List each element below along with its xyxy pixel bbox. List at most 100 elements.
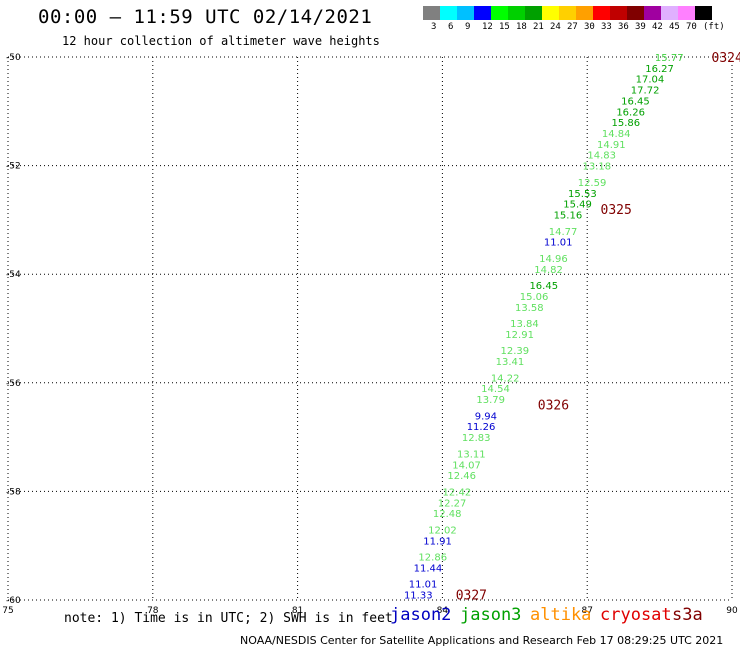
legend-swatch: 9 — [457, 6, 474, 32]
wave-height-label: 15.77 — [655, 53, 684, 64]
legend-label: 36 — [618, 22, 629, 32]
wave-height-label: 12.46 — [447, 471, 476, 482]
lon-tick-label: 84 — [437, 606, 449, 616]
wave-height-label: 12.59 — [578, 178, 607, 189]
wave-height-label: 13.11 — [457, 449, 486, 460]
wave-height-label: 15.16 — [554, 210, 583, 221]
legend-swatch: 45 — [661, 6, 680, 32]
legend-label: 39 — [635, 22, 646, 32]
wave-height-label: 17.04 — [636, 75, 665, 86]
legend-swatch: 24 — [542, 6, 561, 32]
wave-height-label: 16.27 — [645, 64, 674, 75]
legend-label: 18 — [516, 22, 527, 32]
lat-tick-label: -54 — [6, 270, 21, 280]
lat-tick-label: -56 — [6, 379, 21, 389]
satellite-name: cryosat — [600, 605, 672, 625]
wave-height-label: 16.45 — [621, 96, 650, 107]
wave-height-label: 17.72 — [631, 86, 660, 97]
time-label: 0326 — [538, 399, 569, 414]
lat-tick-label: -58 — [6, 487, 21, 497]
legend-swatch: 33 — [593, 6, 612, 32]
wave-height-label: 15.06 — [520, 292, 549, 303]
wave-height-label: 12.86 — [418, 553, 447, 564]
wave-height-label: 12.48 — [433, 509, 462, 520]
legend-label: 42 — [652, 22, 663, 32]
legend-swatch: 39 — [627, 6, 646, 32]
lon-tick-label: 90 — [726, 606, 738, 616]
wave-height-label: 14.84 — [602, 129, 631, 140]
credit-line: NOAA/NESDIS Center for Satellite Applica… — [240, 634, 724, 647]
wave-height-label: 13.41 — [496, 357, 525, 368]
time-label: 0327 — [456, 589, 487, 604]
footer-note: note: 1) Time is in UTC; 2) SWH is in fe… — [64, 611, 393, 626]
satellite-name: jason3 — [460, 605, 522, 625]
page-title: 00:00 – 11:59 UTC 02/14/2021 — [38, 6, 373, 28]
wave-height-label: 14.91 — [597, 140, 626, 151]
wave-height-label: 11.01 — [544, 238, 573, 249]
legend-swatch: 30 — [576, 6, 595, 32]
legend-swatch: 15 — [491, 6, 510, 32]
wave-height-label: 15.86 — [611, 118, 640, 129]
legend-label: 12 — [482, 22, 493, 32]
wave-height-label: 12.27 — [438, 498, 467, 509]
lon-tick-label: 87 — [581, 606, 592, 616]
wave-height-label: 12.39 — [500, 346, 529, 357]
wave-height-label: 16.26 — [616, 107, 645, 118]
wave-height-label: 11.01 — [409, 580, 438, 591]
legend-swatch: 42 — [644, 6, 663, 32]
wave-height-label: 14.22 — [491, 373, 520, 384]
legend-label: (ft) — [703, 22, 725, 32]
lat-tick-label: -50 — [6, 53, 21, 63]
time-label: 0324 — [712, 51, 740, 66]
wave-height-label: 13.58 — [515, 303, 544, 314]
wave-height-label: 14.77 — [549, 227, 578, 238]
legend-label: 21 — [533, 22, 544, 32]
lon-tick-label: 78 — [147, 606, 159, 616]
legend-label: 3 — [431, 22, 437, 32]
satellite-name: jason2 — [390, 605, 452, 625]
wave-height-label: 16.45 — [529, 281, 558, 292]
legend-swatch: 70 — [678, 6, 697, 32]
legend-swatch: 27 — [559, 6, 578, 32]
legend-label: 15 — [499, 22, 510, 32]
satellite-name: altika — [530, 605, 592, 625]
legend-swatch: (ft) — [695, 6, 725, 32]
legend-swatch: 18 — [508, 6, 527, 32]
wave-height-label: 13.79 — [476, 395, 505, 406]
wave-height-label: 12.83 — [462, 433, 491, 444]
legend-swatch: 6 — [440, 6, 457, 32]
legend-label: 45 — [669, 22, 680, 32]
wave-height-label: 12.91 — [505, 330, 534, 341]
wave-height-label: 11.91 — [423, 536, 452, 547]
legend-swatch: 36 — [610, 6, 629, 32]
lon-tick-label: 75 — [2, 606, 13, 616]
lat-tick-label: -52 — [6, 162, 21, 172]
legend-swatch: 3 — [423, 6, 440, 32]
lon-tick-label: 81 — [292, 606, 303, 616]
wave-height-label: 12.42 — [443, 487, 472, 498]
wave-height-label: 9.94 — [475, 411, 497, 422]
legend-label: 70 — [686, 22, 697, 32]
legend-label: 33 — [601, 22, 612, 32]
legend-label: 27 — [567, 22, 578, 32]
wave-height-label: 11.33 — [404, 591, 433, 602]
lat-tick-label: -60 — [6, 596, 21, 606]
legend-swatch: 12 — [474, 6, 493, 32]
legend-label: 6 — [448, 22, 454, 32]
wave-height-label: 11.26 — [467, 422, 496, 433]
wave-height-label: 14.96 — [539, 254, 568, 265]
legend-label: 9 — [465, 22, 471, 32]
wave-height-label: 13.84 — [510, 319, 539, 330]
time-label: 0325 — [601, 203, 632, 218]
wave-height-label: 14.07 — [452, 460, 481, 471]
legend-swatch: 21 — [525, 6, 544, 32]
page-subtitle: 12 hour collection of altimeter wave hei… — [62, 34, 380, 48]
wave-height-label: 15.49 — [563, 200, 592, 211]
wave-height-label: 11.44 — [414, 563, 443, 574]
wave-height-label: 12.02 — [428, 525, 457, 536]
wave-height-label: 13.18 — [583, 162, 612, 173]
legend-label: 30 — [584, 22, 595, 32]
wave-height-label: 14.82 — [534, 265, 563, 276]
color-scale-legend: 3 6 9 12 15 18 21 24 27 30 33 36 39 42 45 70 (ft) — [423, 6, 725, 32]
